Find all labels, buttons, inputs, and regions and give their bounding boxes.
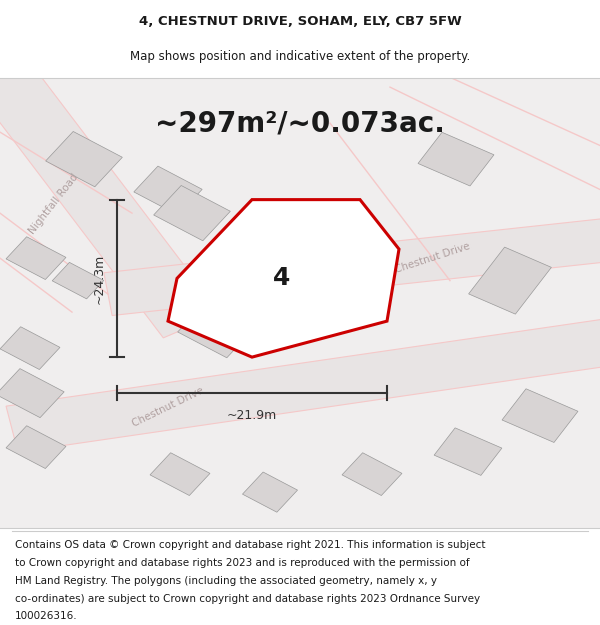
Polygon shape — [0, 327, 60, 369]
Text: Contains OS data © Crown copyright and database right 2021. This information is : Contains OS data © Crown copyright and d… — [15, 540, 485, 550]
Text: Chestnut Drive: Chestnut Drive — [131, 385, 205, 428]
Polygon shape — [6, 237, 66, 279]
Text: ~24.3m: ~24.3m — [92, 253, 106, 304]
Polygon shape — [434, 428, 502, 476]
Polygon shape — [6, 316, 600, 452]
Text: Chestnut Drive: Chestnut Drive — [393, 241, 471, 275]
Polygon shape — [0, 369, 64, 418]
Polygon shape — [178, 302, 254, 358]
Text: 100026316.: 100026316. — [15, 611, 77, 621]
Polygon shape — [502, 389, 578, 442]
Polygon shape — [0, 21, 221, 338]
Polygon shape — [52, 262, 104, 299]
Polygon shape — [418, 132, 494, 186]
Text: HM Land Registry. The polygons (including the associated geometry, namely x, y: HM Land Registry. The polygons (includin… — [15, 576, 437, 586]
Text: 4: 4 — [274, 266, 290, 291]
Polygon shape — [469, 247, 551, 314]
Polygon shape — [168, 199, 399, 357]
Polygon shape — [342, 452, 402, 496]
Polygon shape — [6, 426, 66, 469]
Polygon shape — [154, 186, 230, 241]
Text: Map shows position and indicative extent of the property.: Map shows position and indicative extent… — [130, 50, 470, 62]
Text: co-ordinates) are subject to Crown copyright and database rights 2023 Ordnance S: co-ordinates) are subject to Crown copyr… — [15, 594, 480, 604]
Polygon shape — [46, 131, 122, 187]
Polygon shape — [150, 452, 210, 496]
Text: ~21.9m: ~21.9m — [227, 409, 277, 422]
Polygon shape — [242, 472, 298, 512]
Polygon shape — [134, 166, 202, 215]
Text: Nightfall Road: Nightfall Road — [28, 172, 80, 236]
Polygon shape — [104, 214, 600, 316]
Text: 4, CHESTNUT DRIVE, SOHAM, ELY, CB7 5FW: 4, CHESTNUT DRIVE, SOHAM, ELY, CB7 5FW — [139, 16, 461, 28]
Text: ~297m²/~0.073ac.: ~297m²/~0.073ac. — [155, 109, 445, 137]
Text: to Crown copyright and database rights 2023 and is reproduced with the permissio: to Crown copyright and database rights 2… — [15, 558, 470, 568]
